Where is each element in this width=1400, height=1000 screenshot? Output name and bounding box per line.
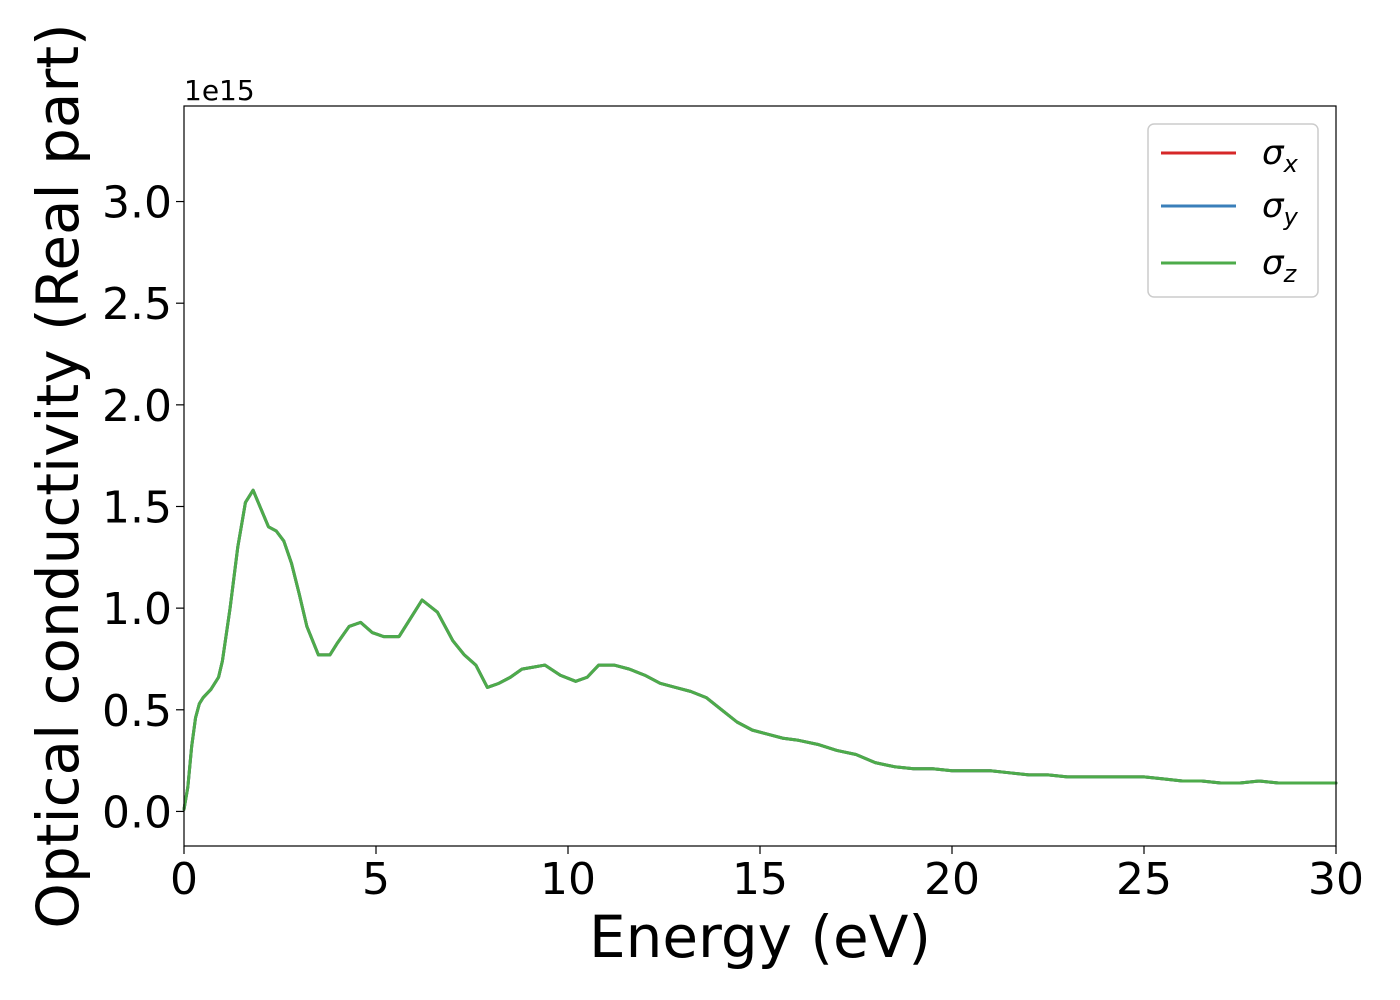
legend-label-x: σx	[1262, 133, 1299, 178]
plot-area	[184, 106, 1336, 846]
x-tick-label: 0	[170, 854, 198, 905]
y-tick-label: 1.5	[102, 482, 172, 533]
y-axis-label: Optical conductivity (Real part)	[24, 23, 92, 928]
x-tick-label: 15	[732, 854, 788, 905]
y-axis: 0.0 0.5 1.0 1.5 2.0 2.5 3.0	[102, 178, 184, 838]
x-axis: 0 5 10 15 20 25 30	[170, 846, 1364, 905]
legend-label-y: σy	[1262, 186, 1299, 231]
y-tick-label: 1.0	[102, 584, 172, 635]
y-tick-label: 3.0	[102, 178, 172, 229]
y-tick-label: 2.0	[102, 381, 172, 432]
y-offset-label: 1e15	[184, 74, 255, 107]
legend: σx σy σz	[1147, 123, 1319, 298]
x-tick-label: 25	[1116, 854, 1172, 905]
series-layer	[182, 488, 1338, 811]
legend-box	[1147, 123, 1319, 298]
x-tick-label: 10	[540, 854, 596, 905]
x-axis-label: Energy (eV)	[589, 903, 931, 971]
x-tick-label: 20	[924, 854, 980, 905]
y-tick-label: 0.5	[102, 686, 172, 737]
y-tick-label: 0.0	[102, 787, 172, 838]
series-line-z	[182, 488, 1338, 811]
legend-label-z: σz	[1262, 243, 1298, 288]
x-tick-label: 30	[1308, 854, 1364, 905]
x-tick-label: 5	[362, 854, 390, 905]
y-tick-label: 2.5	[102, 279, 172, 330]
